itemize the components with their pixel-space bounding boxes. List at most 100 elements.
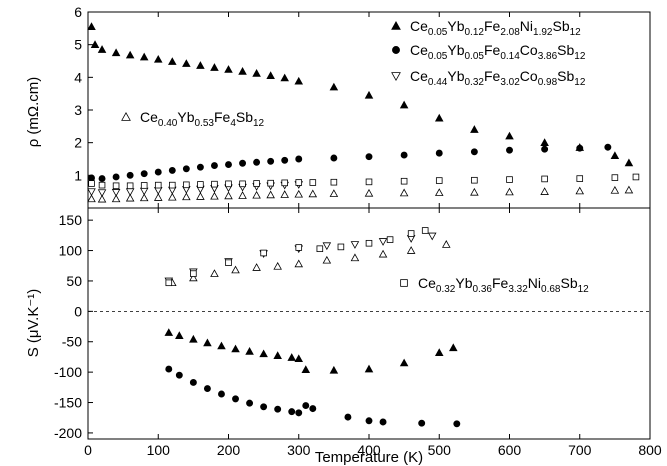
bottom-series-1 — [165, 365, 461, 428]
bottom-data-point — [287, 353, 297, 361]
bottom-data-point — [365, 239, 373, 247]
top-data-point — [541, 175, 548, 183]
legend-entry-2: Ce0.44Yb0.32Fe3.02Co0.98Sb12 — [391, 68, 586, 88]
top-series-1 — [88, 143, 612, 183]
top-data-point — [87, 194, 96, 203]
legend-entry-0: Ce0.05Yb0.12Fe2.08Ni1.92Sb12 — [391, 18, 581, 38]
top-data-point — [168, 192, 177, 201]
top-data-point — [111, 48, 121, 57]
top-data-point — [239, 180, 246, 188]
top-y-tick-label: 6 — [74, 4, 82, 20]
bottom-series-2 — [164, 232, 437, 286]
bottom-data-point — [364, 364, 374, 373]
top-data-point — [604, 143, 612, 151]
x-tick-label: 500 — [428, 442, 452, 458]
top-data-point — [196, 192, 205, 200]
bottom-data-point — [217, 341, 226, 350]
x-tick-label: 800 — [638, 442, 662, 458]
top-series-3 — [87, 185, 634, 203]
top-data-point — [88, 174, 95, 182]
bottom-data-point — [210, 269, 219, 277]
top-data-point — [111, 189, 121, 197]
bottom-data-point — [434, 348, 444, 356]
top-y-tick-label: 3 — [74, 102, 82, 118]
bottom-series-4 — [165, 227, 429, 287]
bottom-data-point — [449, 343, 458, 352]
top-data-point — [506, 146, 513, 154]
top-data-point — [196, 163, 204, 171]
top-series-4 — [88, 173, 640, 190]
top-data-point — [505, 187, 514, 196]
legend-marker — [400, 279, 408, 287]
top-data-point — [281, 156, 289, 164]
top-axis-ticks: 1 2 3 4 5 6 — [74, 4, 651, 208]
x-tick-label: 600 — [498, 442, 522, 458]
top-data-point — [308, 189, 318, 198]
top-data-point — [611, 174, 619, 181]
top-data-point — [139, 193, 149, 202]
bottom-data-point — [165, 279, 173, 287]
top-data-point — [434, 188, 444, 196]
bottom-data-point — [203, 338, 212, 347]
top-y-tick-label: 1 — [74, 167, 82, 183]
bottom-panel-series — [164, 227, 461, 428]
top-data-point — [154, 168, 162, 176]
legend-entry-1: Ce0.05Yb0.05Fe0.14Co3.86Sb12 — [392, 42, 586, 62]
top-data-point — [253, 180, 260, 187]
legend: Ce0.05Yb0.12Fe2.08Ni1.92Sb12 Ce0.05Yb0.05… — [121, 18, 589, 295]
bottom-data-point — [260, 403, 268, 411]
legend-marker — [391, 72, 401, 82]
top-y-axis-label: ρ (mΩ.cm) — [25, 77, 42, 148]
top-data-point — [435, 177, 443, 184]
top-data-point — [97, 45, 107, 53]
bottom-data-point — [406, 246, 416, 254]
top-data-point — [267, 179, 274, 187]
top-data-point — [224, 191, 233, 200]
top-series-0 — [87, 22, 634, 167]
x-tick-label: 0 — [84, 442, 92, 458]
top-data-point — [153, 54, 163, 63]
bottom-data-point — [301, 365, 311, 373]
bottom-data-point — [189, 273, 198, 282]
top-data-point — [576, 175, 584, 182]
bottom-y-tick-label: 100 — [59, 243, 83, 259]
top-data-point — [224, 65, 233, 73]
top-data-point — [506, 176, 513, 183]
x-tick-label: 700 — [568, 442, 592, 458]
bottom-data-point — [302, 402, 310, 410]
top-data-point — [295, 155, 303, 163]
top-data-point — [281, 179, 288, 187]
bottom-data-point — [453, 420, 461, 428]
bottom-y-tick-label: -100 — [54, 364, 82, 380]
top-data-point — [183, 181, 190, 189]
top-data-point — [168, 57, 177, 65]
top-data-point — [125, 50, 135, 59]
top-data-point — [168, 166, 176, 174]
top-data-point — [294, 189, 304, 198]
bottom-data-point — [350, 241, 360, 249]
bottom-data-point — [246, 399, 254, 407]
bottom-data-point — [231, 344, 240, 353]
top-data-point — [126, 182, 134, 190]
legend-label: Ce0.40Yb0.53Fe4Sb12 — [140, 109, 265, 129]
top-data-point — [576, 144, 584, 152]
bottom-data-point — [203, 385, 211, 393]
top-data-point — [238, 191, 247, 199]
bottom-data-point — [407, 230, 415, 237]
top-data-point — [210, 162, 218, 169]
top-data-point — [309, 179, 317, 186]
top-data-point — [399, 188, 409, 197]
bottom-data-point — [365, 417, 373, 425]
legend-label: Ce0.44Yb0.32Fe3.02Co0.98Sb12 — [410, 68, 586, 88]
top-data-point — [364, 188, 374, 197]
top-data-point — [153, 193, 163, 201]
bottom-data-point — [322, 255, 332, 264]
bottom-data-point — [232, 395, 239, 403]
bottom-data-point — [245, 347, 254, 355]
bottom-data-point — [378, 238, 388, 246]
x-tick-label: 400 — [357, 442, 381, 458]
bottom-data-point — [294, 354, 304, 363]
top-data-point — [239, 159, 247, 167]
bottom-data-point — [337, 243, 345, 251]
